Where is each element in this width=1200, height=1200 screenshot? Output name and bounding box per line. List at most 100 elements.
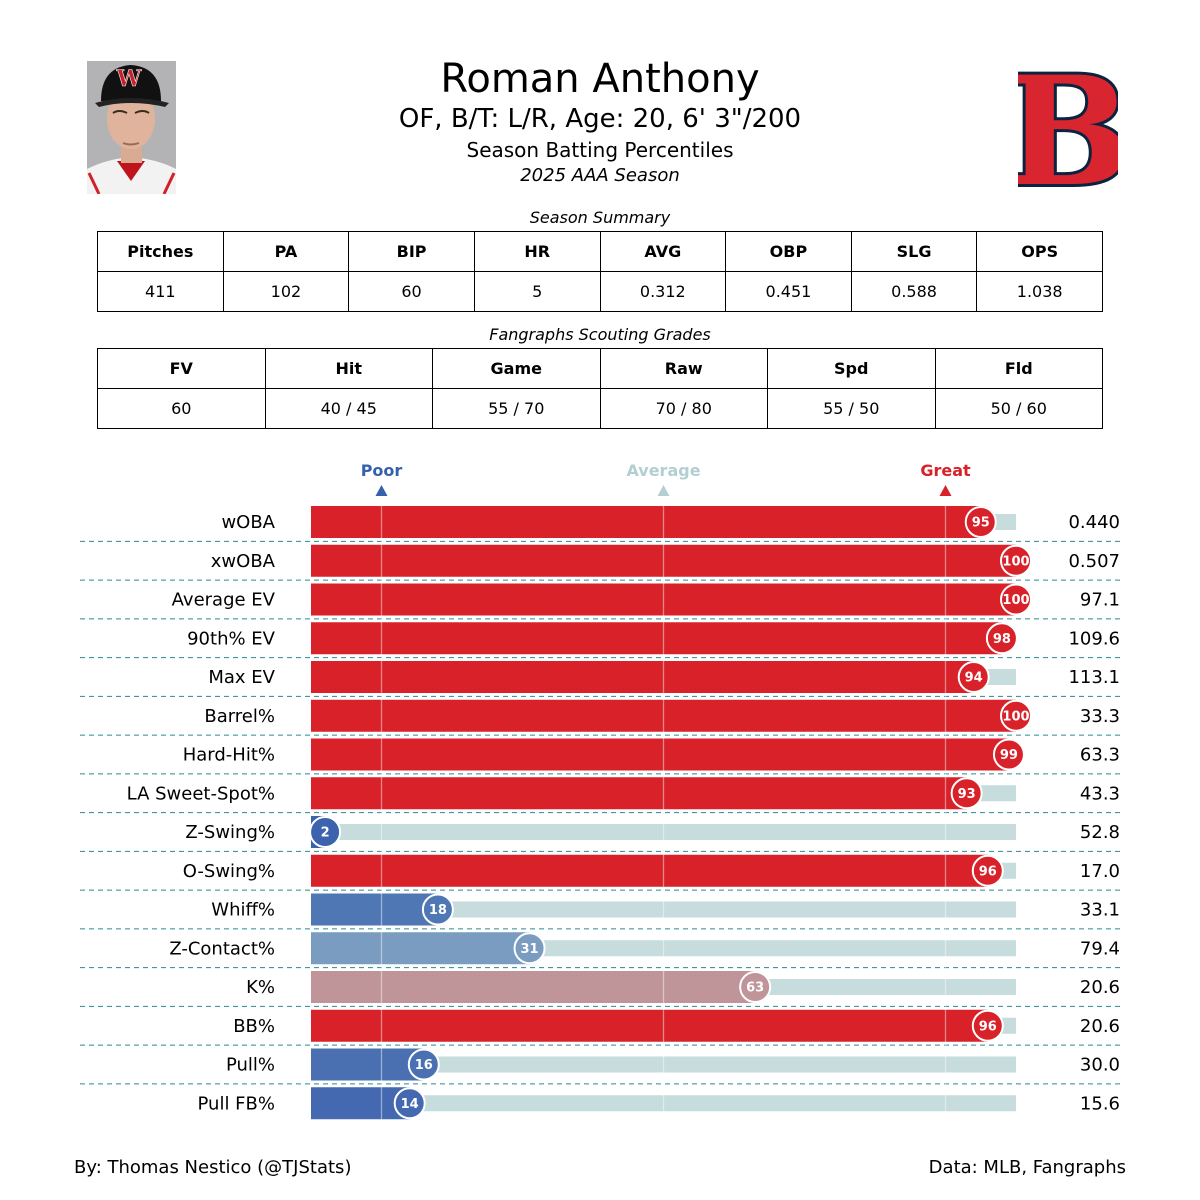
reference-marker (657, 485, 670, 496)
summary-header-cell: OPS (976, 231, 1103, 272)
metric-label: Z-Contact% (169, 938, 275, 959)
reference-marker (375, 485, 388, 496)
metric-value: 15.6 (1080, 1093, 1120, 1114)
metric-value: 17.0 (1080, 861, 1120, 882)
percentile-marker (513, 932, 546, 965)
grades-header-cell: Game (432, 348, 601, 389)
grades-caption: Fangraphs Scouting Grades (489, 325, 711, 344)
summary-header-cell: OBP (725, 231, 852, 272)
bar (311, 506, 981, 538)
percentile-marker (407, 1048, 440, 1081)
percentile-marker (739, 971, 772, 1003)
percentile-label: 2 (321, 826, 330, 841)
metric-value: 33.1 (1080, 900, 1120, 921)
percentile-marker (393, 1087, 426, 1120)
metric-value: 0.507 (1068, 551, 1120, 572)
bar-track (311, 824, 1016, 840)
bar (311, 1009, 988, 1042)
grades-value-cell: 50 / 60 (934, 388, 1103, 429)
percentile-marker (971, 1009, 1004, 1042)
grades-value-cell: 60 (97, 388, 266, 429)
reference-label: Poor (361, 461, 403, 480)
percentile-marker (309, 816, 342, 848)
bar (311, 854, 988, 887)
grades-header-cell: Hit (264, 348, 433, 389)
logo-letter: B (1018, 62, 1118, 192)
summary-table: Pitches PA BIP HR AVG OBP SLG OPS 411 102 60 5 0.312… (97, 231, 1103, 312)
metric-value: 113.1 (1068, 667, 1120, 688)
summary-value-cell: 0.312 (599, 271, 727, 312)
percentile-marker (971, 854, 1004, 887)
reference-label: Average (626, 461, 700, 480)
summary-header-cell: AVG (599, 231, 727, 272)
footer-source: Data: MLB, Fangraphs (928, 1157, 1126, 1178)
percentile-marker (1000, 583, 1032, 616)
bar (311, 971, 756, 1003)
bar (311, 622, 1002, 655)
percentile-marker (964, 506, 997, 538)
metric-label: LA Sweet-Spot% (127, 783, 275, 804)
grades-value-cell: 55 / 50 (767, 388, 936, 429)
metric-label: Whiff% (211, 900, 275, 921)
summary-value-cell: 0.451 (725, 271, 852, 312)
player-photo: W (87, 61, 176, 194)
bar (311, 893, 438, 926)
percentile-label: 18 (429, 903, 447, 918)
summary-value-cell: 60 (348, 271, 475, 312)
bar (311, 661, 974, 693)
metric-label: Pull FB% (198, 1093, 275, 1114)
percentile-label: 98 (993, 632, 1011, 647)
bar (311, 583, 1016, 616)
metric-label: Average EV (172, 590, 276, 611)
metric-value: 97.1 (1080, 590, 1120, 611)
percentile-marker (957, 661, 990, 693)
percentile-chart: Poor Average Great wOBA 0.440 xwOBA 0.507 Avera… (80, 461, 1120, 1120)
season-label: 2025 AAA Season (520, 165, 680, 186)
percentile-label: 63 (746, 981, 764, 996)
percentile-label: 16 (415, 1058, 433, 1073)
footer-credit: By: Thomas Nestico (@TJStats) (74, 1157, 352, 1178)
metric-label: Pull% (226, 1055, 275, 1076)
player-name: Roman Anthony (440, 56, 760, 102)
percentile-marker (421, 893, 454, 926)
team-logo: B (1018, 62, 1118, 192)
bar-track (311, 1095, 1016, 1112)
bar (311, 1048, 424, 1081)
metric-label: wOBA (221, 512, 275, 533)
percentile-label: 14 (401, 1097, 419, 1112)
summary-value-cell: 411 (97, 271, 224, 312)
metric-label: Z-Swing% (185, 822, 275, 843)
bar (311, 738, 1009, 771)
metric-value: 109.6 (1068, 628, 1120, 649)
percentile-label: 96 (979, 864, 997, 879)
summary-header-cell: SLG (850, 231, 978, 272)
metric-label: xwOBA (211, 551, 276, 572)
summary-caption: Season Summary (529, 208, 671, 227)
metric-value: 52.8 (1080, 822, 1120, 843)
player-info: OF, B/T: L/R, Age: 20, 6' 3"/200 (398, 104, 802, 134)
metric-value: 30.0 (1080, 1055, 1120, 1076)
summary-value-cell: 102 (222, 271, 350, 312)
grades-value-cell: 70 / 80 (599, 388, 768, 429)
summary-header-cell: Pitches (97, 231, 224, 272)
grades-value-cell: 40 / 45 (264, 388, 433, 429)
chart-subtitle: Season Batting Percentiles (466, 138, 734, 162)
percentile-marker (992, 738, 1025, 771)
metric-value: 79.4 (1080, 938, 1120, 959)
percentile-label: 93 (958, 787, 976, 802)
percentile-label: 95 (972, 516, 990, 531)
bar (311, 544, 1016, 577)
metric-label: BB% (233, 1016, 275, 1037)
percentile-marker (1000, 544, 1032, 577)
bar-track (311, 1056, 1016, 1073)
percentile-label: 100 (1002, 554, 1029, 569)
grades-value-cell: 55 / 70 (432, 388, 601, 429)
reference-label: Great (920, 461, 971, 480)
reference-marker (939, 485, 952, 496)
metric-value: 20.6 (1080, 1016, 1120, 1037)
metric-value: 43.3 (1080, 783, 1120, 804)
metric-value: 33.3 (1080, 706, 1120, 727)
metric-label: Hard-Hit% (183, 745, 275, 766)
bar (311, 699, 1016, 732)
percentile-marker (950, 777, 983, 810)
